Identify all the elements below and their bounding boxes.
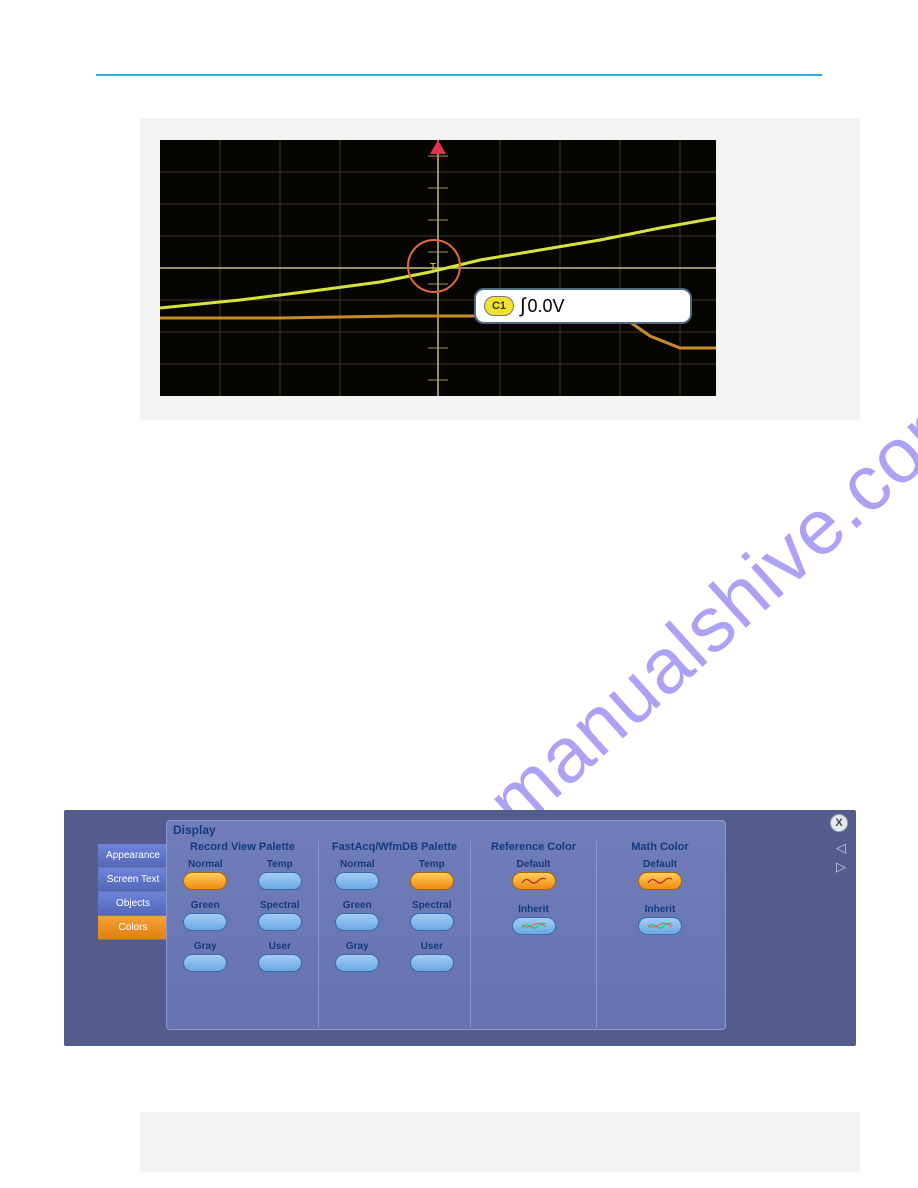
trigger-level-value: 0.0V — [527, 296, 564, 317]
fa-green-label: Green — [343, 900, 372, 911]
rv-temp-button[interactable] — [258, 872, 302, 890]
math-default-label: Default — [643, 859, 677, 870]
math-header: Math Color — [603, 841, 717, 853]
ref-inherit-label: Inherit — [518, 904, 549, 915]
fa-user-button[interactable] — [410, 954, 454, 972]
fastacq-header: FastAcq/WfmDB Palette — [325, 841, 464, 853]
fa-gray-button[interactable] — [335, 954, 379, 972]
record-view-header: Record View Palette — [173, 841, 312, 853]
oscilloscope-display: T C1 ∫ 0.0V — [160, 140, 716, 396]
wave-icon — [521, 876, 547, 886]
scope-figure-container: T C1 ∫ 0.0V — [140, 118, 860, 420]
display-control-panel: X ◁ ▷ Appearance Screen Text Objects Col… — [64, 810, 856, 1046]
fa-gray-label: Gray — [346, 941, 369, 952]
rv-normal-label: Normal — [188, 859, 222, 870]
arrow-left-icon: ◁ — [836, 840, 846, 857]
arrow-right-icon: ▷ — [836, 859, 846, 876]
fa-temp-label: Temp — [419, 859, 445, 870]
math-inherit-button[interactable] — [638, 917, 682, 935]
scope-svg: T — [160, 140, 716, 396]
rv-spectral-label: Spectral — [260, 900, 299, 911]
fa-temp-button[interactable] — [410, 872, 454, 890]
record-view-palette-column: Record View Palette Normal Temp Green Sp… — [167, 841, 319, 1027]
rv-user-label: User — [269, 941, 291, 952]
fa-normal-button[interactable] — [335, 872, 379, 890]
wave-icon — [521, 921, 547, 931]
ref-default-label: Default — [517, 859, 551, 870]
fastacq-palette-column: FastAcq/WfmDB Palette Normal Temp Green … — [319, 841, 471, 1027]
side-tab-list: Appearance Screen Text Objects Colors — [98, 844, 168, 940]
rv-temp-label: Temp — [267, 859, 293, 870]
edge-slope-icon: ∫ — [520, 295, 525, 318]
reference-color-column: Reference Color Default Inherit — [471, 841, 597, 1027]
svg-text:T: T — [430, 262, 436, 273]
tab-objects[interactable]: Objects — [98, 892, 168, 916]
trigger-level-readout: C1 ∫ 0.0V — [474, 288, 692, 324]
fa-green-button[interactable] — [335, 913, 379, 931]
panel-collapse-arrows[interactable]: ◁ ▷ — [836, 840, 846, 878]
bottom-placeholder-box — [140, 1112, 860, 1172]
wave-icon — [647, 876, 673, 886]
ref-default-button[interactable] — [512, 872, 556, 890]
wave-icon — [647, 921, 673, 931]
watermark-text: manualshive.com — [469, 364, 918, 848]
fa-spectral-button[interactable] — [410, 913, 454, 931]
fa-normal-label: Normal — [340, 859, 374, 870]
rv-gray-button[interactable] — [183, 954, 227, 972]
rv-green-label: Green — [191, 900, 220, 911]
ref-inherit-button[interactable] — [512, 917, 556, 935]
close-button[interactable]: X — [830, 814, 848, 832]
fa-spectral-label: Spectral — [412, 900, 451, 911]
rv-user-button[interactable] — [258, 954, 302, 972]
fa-user-label: User — [421, 941, 443, 952]
tab-appearance[interactable]: Appearance — [98, 844, 168, 868]
tab-screen-text[interactable]: Screen Text — [98, 868, 168, 892]
channel-badge: C1 — [484, 296, 514, 316]
rv-normal-button[interactable] — [183, 872, 227, 890]
tab-colors[interactable]: Colors — [98, 916, 168, 940]
reference-header: Reference Color — [477, 841, 590, 853]
panel-main: Display Record View Palette Normal Temp … — [166, 820, 726, 1030]
math-color-column: Math Color Default Inherit — [597, 841, 723, 1027]
rv-spectral-button[interactable] — [258, 913, 302, 931]
panel-title: Display — [167, 821, 725, 841]
math-default-button[interactable] — [638, 872, 682, 890]
separator-rule — [96, 74, 822, 76]
rv-green-button[interactable] — [183, 913, 227, 931]
close-icon: X — [835, 817, 842, 829]
math-inherit-label: Inherit — [645, 904, 676, 915]
rv-gray-label: Gray — [194, 941, 217, 952]
